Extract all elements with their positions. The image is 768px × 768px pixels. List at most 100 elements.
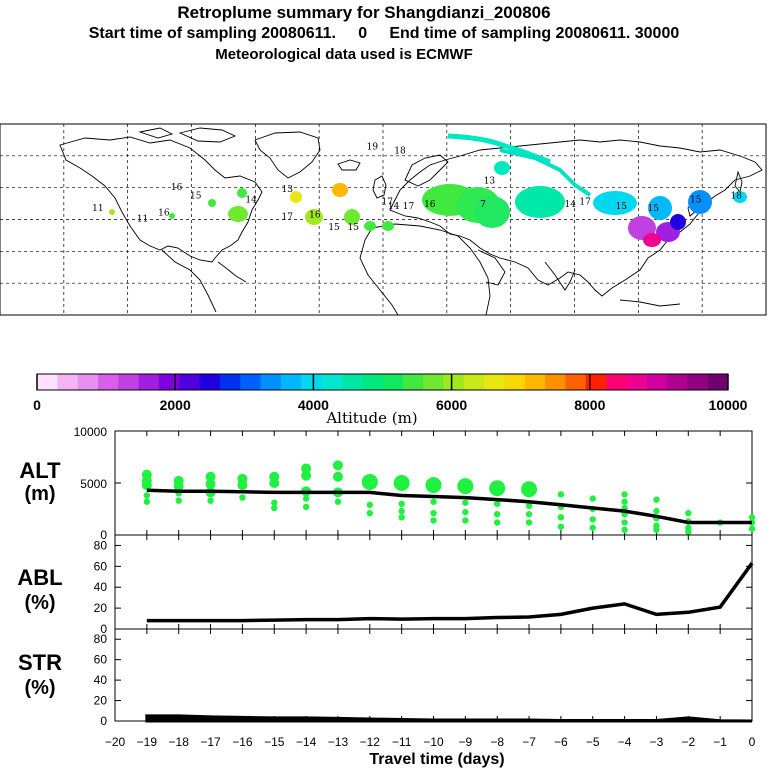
str-label: STR [18,650,62,675]
plume-blob-america-5 [109,209,115,215]
alt-scatter-point [457,478,474,495]
str-frame [114,628,753,722]
plume-blob-america-4 [169,213,175,219]
colorbar-swatch [57,374,79,390]
alt-scatter-points [141,460,756,536]
alt-scatter-point [205,471,216,482]
y-tick-label: 60 [94,559,108,573]
alt-scatter-point [332,471,343,482]
plume-day-label: 15 [190,191,202,201]
x-axis-label: Travel time (days) [369,751,504,768]
plume-blob-america-3 [208,199,216,207]
plume-blob-atlantic-3 [305,209,323,225]
plume-day-label: 16 [171,183,183,193]
colorbar-swatch [118,374,140,390]
plume-day-label: 15 [690,196,702,206]
alt-scatter-point [425,477,442,494]
alt-scatter-point [557,523,565,530]
plume-day-label: 13 [282,185,294,195]
x-tick-label: −17 [200,735,221,749]
x-tick-label: −8 [490,735,504,749]
y-tick-label: 0 [100,622,107,636]
alt-scatter-point [621,526,628,533]
colorbar-swatch [667,374,688,390]
x-tick-label: −15 [264,735,285,749]
alt-ytick-5000: 5000 [80,477,107,491]
alt-scatter-point [589,516,596,523]
plume-blob-east-asia-1 [648,196,672,220]
alt-scatter-point [207,497,214,504]
plume-track-siberia [499,148,592,197]
str-panel: STR (%) 0 20 40 60 80 [18,628,753,728]
colorbar-swatch [179,374,201,390]
plume-blob-siberia [494,161,510,175]
alt-scatter-point [494,511,501,518]
plume-blob-atlantic-4 [344,209,360,225]
colorbar-swatch [77,374,99,390]
colorbar-tick-label: 4000 [298,397,329,413]
x-tick-label: −12 [360,735,381,749]
plume-day-label: 15 [616,202,628,212]
alt-ytick-0: 0 [100,528,107,542]
alt-scatter-point [462,499,469,506]
alt-scatter-point [143,498,151,505]
colorbar-swatch [504,374,526,390]
alt-scatter-point [143,492,151,499]
colorbar-swatch [646,374,668,390]
alt-scatter-point [525,511,533,518]
alt-scatter-point [301,470,312,481]
plume-day-label: 17 [282,213,294,223]
plume-blob-america-2 [237,188,247,198]
alt-scatter-point [462,508,469,516]
colorbar-swatch [240,374,262,390]
alt-scatter-point [557,491,565,498]
colorbar-swatch [484,374,505,390]
colorbar-swatch [37,374,58,390]
alt-unit: (m) [24,483,55,505]
y-tick-label: 80 [94,632,108,646]
x-tick-label: −14 [296,735,317,749]
x-tick-label: −5 [586,735,600,749]
plume-day-label: 16 [309,210,321,220]
sampling-time-subtitle: Start time of sampling 20080611. 0 End t… [88,25,680,42]
alt-scatter-point [748,525,756,532]
x-tick-label: −1 [713,735,727,749]
x-tick-label: −6 [554,735,568,749]
alt-scatter-point [398,514,405,521]
alt-scatter-point [748,514,756,521]
alt-scatter-point [398,500,405,507]
colorbar-tick-label: 6000 [436,397,467,413]
plume-day-label: 17 [403,202,415,212]
plume-day-label: 14 [388,202,400,212]
plume-day-label: 17 [382,198,394,208]
colorbar-tick-labels: 0 2000 4000 6000 8000 10000 [33,374,748,413]
colorbar-swatch [606,374,627,390]
abl-axis-ticks [114,535,753,629]
colorbar-swatch [138,374,160,390]
x-tick-label: −9 [459,735,473,749]
plume-day-label: 16 [158,208,170,218]
plume-blob-america-1 [228,206,248,222]
alt-scatter-point [621,519,628,526]
alt-scatter-point [589,495,596,502]
alt-ytick-10000: 10000 [74,425,108,439]
x-tick-label: 0 [749,735,756,749]
alt-scatter-point [494,500,501,507]
colorbar-swatch [402,374,424,390]
alt-scatter-point [653,526,660,533]
alt-scatter-point [366,501,373,509]
alt-scatter-point [462,517,469,524]
y-tick-label: 40 [94,580,108,594]
x-tick-label: −19 [137,735,158,749]
abl-panel: ABL (%) 0 20 40 60 80 [17,534,754,636]
alt-scatter-point [393,475,410,491]
alt-scatter-point [302,503,310,511]
colorbar-label: Altitude (m) [325,409,417,427]
abl-label: ABL [17,565,62,590]
alt-scatter-point [494,519,501,526]
y-tick-label: 20 [94,694,108,708]
plume-blob-mongolia [593,191,637,215]
alt-scatter-point [334,498,342,505]
altitude-colorbar [36,373,729,391]
